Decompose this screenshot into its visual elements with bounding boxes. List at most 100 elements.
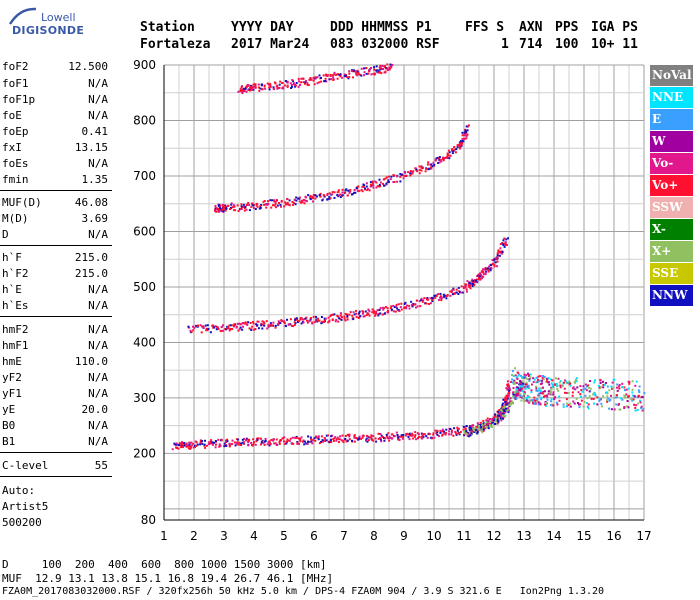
trace-dot bbox=[218, 204, 221, 207]
trace-dot bbox=[292, 325, 295, 328]
trace-dot bbox=[455, 433, 458, 436]
trace-dot bbox=[383, 184, 385, 187]
trace-dot bbox=[201, 442, 204, 445]
trace-dot bbox=[294, 318, 296, 321]
trace-dot bbox=[309, 436, 312, 439]
trace-dot bbox=[465, 288, 468, 291]
trace-dot bbox=[528, 396, 531, 399]
trace-dot bbox=[456, 429, 459, 432]
trace-dot bbox=[256, 324, 259, 327]
trace-dot bbox=[529, 376, 532, 379]
trace-dot bbox=[244, 207, 246, 209]
trace-dot bbox=[260, 324, 263, 327]
trace-dot bbox=[521, 396, 524, 399]
trace-dot bbox=[567, 392, 570, 394]
trace-dot bbox=[428, 433, 431, 436]
trace-dot bbox=[477, 278, 480, 281]
trace-dot bbox=[565, 382, 568, 385]
trace-dot bbox=[296, 442, 299, 445]
trace-dot bbox=[402, 434, 405, 436]
trace-dot bbox=[557, 377, 560, 380]
trace-dot bbox=[282, 437, 285, 440]
trace-dot bbox=[238, 328, 241, 331]
trace-dot bbox=[298, 196, 301, 199]
trace-dot bbox=[541, 392, 544, 395]
trace-dot bbox=[370, 437, 373, 440]
trace-dot bbox=[173, 442, 176, 445]
trace-dot bbox=[561, 385, 564, 388]
trace-dot bbox=[352, 311, 355, 314]
trace-dot bbox=[372, 72, 375, 75]
trace-dot bbox=[241, 328, 244, 331]
trace-dot bbox=[402, 177, 405, 180]
trace-dot bbox=[440, 297, 443, 300]
trace-dot bbox=[514, 392, 517, 395]
trace-dot bbox=[227, 204, 230, 207]
x-tick-label: 17 bbox=[636, 529, 651, 543]
trace-dot bbox=[215, 328, 218, 331]
trace-dot bbox=[481, 270, 484, 273]
y-tick-label: 300 bbox=[133, 391, 156, 405]
trace-dot bbox=[361, 310, 364, 313]
trace-dot bbox=[371, 308, 374, 311]
trace-dot bbox=[399, 180, 402, 183]
trace-dot bbox=[288, 204, 291, 207]
trace-dot bbox=[518, 392, 521, 395]
trace-dot bbox=[457, 427, 460, 430]
trace-dot bbox=[504, 401, 507, 404]
trace-dot bbox=[451, 149, 454, 152]
trace-series bbox=[237, 63, 394, 95]
trace-dot bbox=[420, 297, 423, 300]
trace-dot bbox=[600, 402, 603, 405]
trace-dot bbox=[279, 203, 282, 206]
trace-dot bbox=[507, 394, 510, 397]
trace-dot bbox=[347, 77, 350, 80]
trace-dot bbox=[180, 446, 183, 449]
trace-dot bbox=[475, 278, 478, 281]
trace-dot bbox=[430, 166, 432, 169]
trace-dot bbox=[469, 427, 472, 429]
trace-dot bbox=[275, 438, 278, 441]
trace-dot bbox=[608, 389, 611, 392]
trace-dot bbox=[240, 86, 243, 89]
trace-dot bbox=[350, 69, 353, 72]
trace-dot bbox=[473, 283, 476, 286]
trace-dot bbox=[409, 174, 412, 177]
trace-dot bbox=[621, 382, 624, 385]
trace-dot bbox=[295, 317, 298, 320]
trace-dot bbox=[627, 395, 630, 398]
trace-dot bbox=[506, 397, 509, 400]
trace-dot bbox=[273, 200, 276, 203]
trace-dot bbox=[366, 189, 369, 192]
trace-dot bbox=[432, 161, 435, 164]
trace-dot bbox=[222, 329, 225, 332]
trace-dot bbox=[228, 329, 231, 332]
trace-dot bbox=[306, 319, 308, 322]
logo-main-text: DIGISONDE bbox=[12, 24, 85, 37]
trace-dot bbox=[457, 145, 460, 148]
header-time-label: DDD HHMMSS P1 bbox=[330, 20, 432, 35]
trace-dot bbox=[588, 390, 591, 393]
trace-dot bbox=[257, 83, 260, 86]
trace-dot bbox=[550, 398, 553, 401]
trace-dot bbox=[519, 388, 521, 391]
trace-dot bbox=[453, 146, 456, 148]
trace-dot bbox=[315, 315, 317, 318]
trace-dot bbox=[321, 320, 324, 323]
trace-dot bbox=[505, 244, 508, 246]
trace-dot bbox=[368, 70, 371, 73]
trace-dot bbox=[214, 209, 216, 212]
trace-dot bbox=[190, 446, 193, 449]
trace-dot bbox=[274, 324, 277, 327]
trace-dot bbox=[582, 388, 585, 391]
trace-dot bbox=[445, 428, 448, 431]
trace-dot bbox=[272, 86, 275, 89]
footer-muf-row: MUF 12.9 13.1 13.8 15.1 16.8 19.4 26.7 4… bbox=[2, 572, 334, 585]
trace-dot bbox=[241, 91, 244, 93]
trace-dot bbox=[360, 67, 363, 70]
trace-dot bbox=[189, 447, 192, 450]
trace-dot bbox=[476, 275, 479, 278]
trace-dot bbox=[199, 443, 202, 446]
trace-dot bbox=[573, 380, 576, 383]
trace-dot bbox=[505, 403, 508, 406]
